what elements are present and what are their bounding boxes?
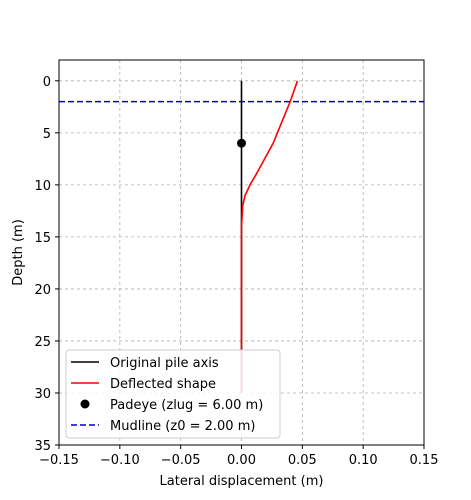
x-tick-label: −0.05 [161, 453, 201, 468]
legend-entry: Deflected shape [110, 377, 216, 392]
y-tick-label: 0 [43, 75, 51, 90]
y-tick-label: 15 [34, 231, 51, 246]
y-tick-label: 10 [34, 179, 51, 194]
series-deflected-shape [240, 80, 299, 393]
x-tick-label: 0.05 [288, 453, 317, 468]
y-tick-label: 20 [34, 283, 51, 298]
y-tick-label: 30 [34, 387, 51, 402]
legend: Original pile axis Deflected shape Padeye … [65, 349, 281, 439]
axis-ticks: −0.15 −0.10 −0.05 0.00 0.05 0.10 0.15 0 5 10 15 20 2… [34, 75, 438, 468]
y-axis-label: Depth (m) [11, 219, 26, 286]
padeye-marker [237, 138, 246, 148]
x-tick-label: 0.15 [410, 453, 439, 468]
y-tick-label: 35 [34, 439, 51, 454]
plot-series [59, 80, 424, 393]
x-tick-label: 0.10 [349, 453, 378, 468]
legend-swatch [80, 399, 90, 409]
x-tick-label: −0.10 [100, 453, 140, 468]
legend-entry: Padeye (zlug = 6.00 m) [110, 398, 263, 413]
y-tick-label: 5 [43, 127, 51, 142]
x-axis-label: Lateral displacement (m) [160, 474, 324, 489]
legend-entry: Original pile axis [110, 356, 219, 371]
x-tick-label: −0.15 [39, 453, 79, 468]
x-tick-label: 0.00 [227, 453, 256, 468]
legend-box [65, 349, 281, 439]
legend-entry: Mudline (z0 = 2.00 m) [110, 419, 255, 434]
y-tick-label: 25 [34, 335, 51, 350]
